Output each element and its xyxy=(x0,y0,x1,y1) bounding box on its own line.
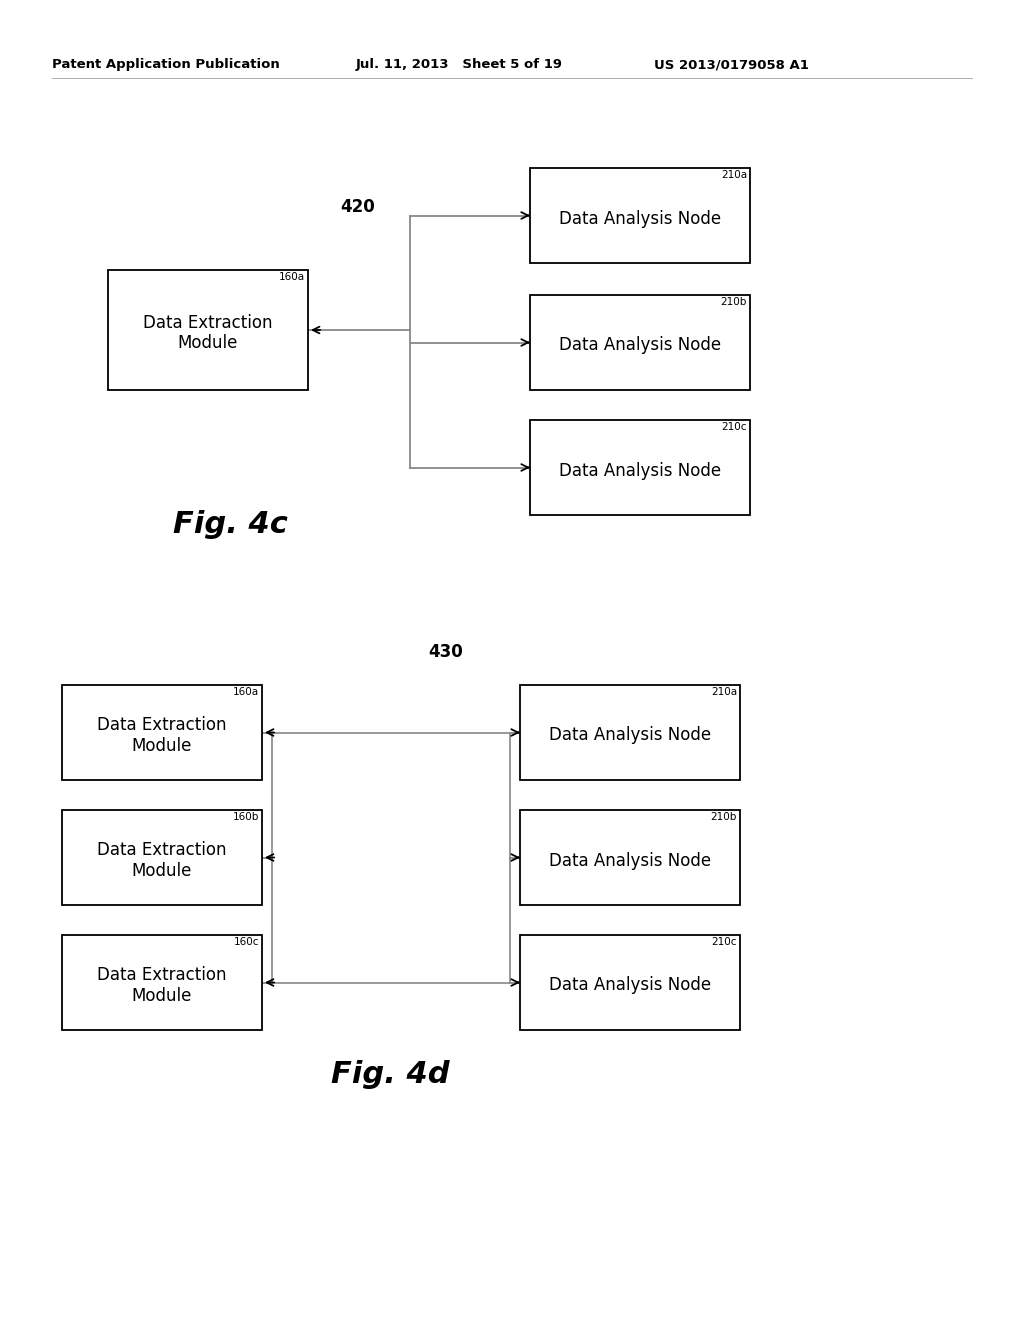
Text: 160a: 160a xyxy=(279,272,305,282)
Text: Data Extraction
Module: Data Extraction Module xyxy=(97,841,226,880)
Text: Data Analysis Node: Data Analysis Node xyxy=(559,462,721,479)
Text: Data Analysis Node: Data Analysis Node xyxy=(559,337,721,355)
Bar xyxy=(62,810,262,906)
Text: 160c: 160c xyxy=(233,937,259,946)
Bar xyxy=(272,733,510,982)
Text: Data Analysis Node: Data Analysis Node xyxy=(549,726,711,744)
Bar xyxy=(62,935,262,1030)
Text: 160a: 160a xyxy=(232,686,259,697)
Text: Jul. 11, 2013   Sheet 5 of 19: Jul. 11, 2013 Sheet 5 of 19 xyxy=(356,58,563,71)
Text: Data Analysis Node: Data Analysis Node xyxy=(549,851,711,870)
Text: Data Extraction
Module: Data Extraction Module xyxy=(97,966,226,1005)
Text: Patent Application Publication: Patent Application Publication xyxy=(52,58,280,71)
Text: 430: 430 xyxy=(428,643,463,661)
Text: Data Analysis Node: Data Analysis Node xyxy=(549,977,711,994)
Text: Fig. 4c: Fig. 4c xyxy=(173,510,288,539)
Text: Fig. 4d: Fig. 4d xyxy=(331,1060,450,1089)
Bar xyxy=(108,271,308,389)
Text: 210a: 210a xyxy=(721,170,746,180)
Text: 420: 420 xyxy=(340,198,375,216)
Bar xyxy=(530,294,750,389)
Bar xyxy=(530,168,750,263)
Bar xyxy=(62,685,262,780)
Text: 210c: 210c xyxy=(712,937,737,946)
Text: 210b: 210b xyxy=(711,812,737,822)
Text: 210a: 210a xyxy=(711,686,737,697)
Text: Data Extraction
Module: Data Extraction Module xyxy=(143,314,272,352)
Text: Data Extraction
Module: Data Extraction Module xyxy=(97,715,226,755)
Bar xyxy=(520,685,740,780)
Text: Data Analysis Node: Data Analysis Node xyxy=(559,210,721,227)
Text: US 2013/0179058 A1: US 2013/0179058 A1 xyxy=(654,58,809,71)
Bar xyxy=(530,420,750,515)
Bar xyxy=(520,810,740,906)
Bar xyxy=(520,935,740,1030)
Text: 210b: 210b xyxy=(721,297,746,308)
Text: 210c: 210c xyxy=(722,422,746,432)
Text: 160b: 160b xyxy=(232,812,259,822)
